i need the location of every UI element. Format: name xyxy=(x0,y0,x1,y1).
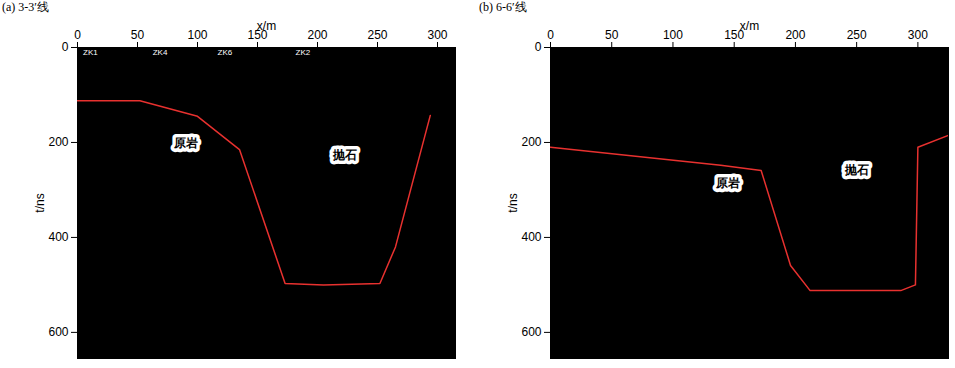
svg-text:300: 300 xyxy=(427,28,447,42)
svg-text:0: 0 xyxy=(62,40,69,54)
svg-text:300: 300 xyxy=(908,28,928,42)
svg-text:400: 400 xyxy=(48,230,68,244)
svg-text:250: 250 xyxy=(367,28,387,42)
svg-text:ZK2: ZK2 xyxy=(296,48,311,57)
svg-text:200: 200 xyxy=(307,28,327,42)
svg-text:x/m: x/m xyxy=(740,19,759,33)
svg-text:200: 200 xyxy=(48,135,68,149)
svg-text:抛石: 抛石 xyxy=(844,163,869,177)
svg-text:400: 400 xyxy=(521,230,541,244)
svg-text:600: 600 xyxy=(521,325,541,339)
svg-text:原岩: 原岩 xyxy=(715,176,740,190)
svg-text:150: 150 xyxy=(724,27,745,42)
svg-text:t/ns: t/ns xyxy=(33,193,47,212)
svg-text:250: 250 xyxy=(847,28,867,42)
svg-text:100: 100 xyxy=(663,28,683,42)
svg-text:原岩: 原岩 xyxy=(173,136,198,150)
svg-text:0: 0 xyxy=(74,28,81,42)
html-text:(b) 6-6′线: (b) 6-6′线 xyxy=(479,0,527,14)
svg-text:600: 600 xyxy=(48,325,68,339)
svg-text:ZK1: ZK1 xyxy=(83,48,98,57)
svg-text:t/ns: t/ns xyxy=(506,193,520,212)
html-text:(a) 3-3′线: (a) 3-3′线 xyxy=(2,0,49,14)
svg-text:100: 100 xyxy=(187,28,207,42)
svg-text:200: 200 xyxy=(521,135,541,149)
svg-text:ZK4: ZK4 xyxy=(153,48,168,57)
svg-text:0: 0 xyxy=(547,28,554,42)
svg-text:x/m: x/m xyxy=(257,19,276,33)
svg-text:50: 50 xyxy=(605,28,619,42)
svg-text:ZK6: ZK6 xyxy=(218,48,233,57)
svg-text:0: 0 xyxy=(535,40,542,54)
svg-text:200: 200 xyxy=(785,28,805,42)
svg-text:150: 150 xyxy=(247,27,268,42)
svg-text:抛石: 抛石 xyxy=(332,148,357,162)
svg-text:50: 50 xyxy=(131,28,145,42)
